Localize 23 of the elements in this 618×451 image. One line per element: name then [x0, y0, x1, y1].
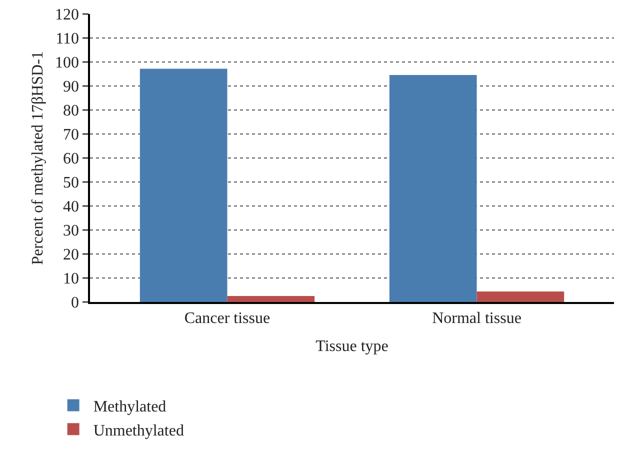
x-tick-label: Normal tissue: [432, 310, 522, 327]
y-tick-label: 30: [63, 222, 80, 240]
x-tick-label: Cancer tissue: [184, 310, 270, 327]
bar: [140, 68, 228, 302]
y-tick-label: 10: [63, 270, 80, 288]
y-tick-label: 100: [55, 54, 80, 72]
y-tick-label: 70: [63, 126, 80, 144]
y-tick-label: 60: [63, 150, 80, 168]
y-tick-label: 80: [63, 102, 80, 120]
y-tick-label: 120: [55, 6, 80, 24]
bar: [476, 291, 564, 302]
bar: [227, 296, 315, 302]
y-tick-label: 90: [63, 78, 80, 96]
y-tick-label: 40: [63, 198, 80, 216]
y-tick-label: 20: [63, 246, 80, 264]
legend-label: Methylated: [93, 398, 166, 416]
y-axis-title: Percent of methylated 17βHSD-1: [29, 51, 46, 265]
x-axis-title: Tissue type: [316, 338, 388, 356]
y-tick-label: 50: [63, 174, 80, 192]
y-tick-label: 0: [71, 294, 80, 312]
legend-label: Unmethylated: [93, 422, 184, 440]
bar: [389, 74, 477, 302]
y-tick-label: 110: [56, 30, 80, 48]
